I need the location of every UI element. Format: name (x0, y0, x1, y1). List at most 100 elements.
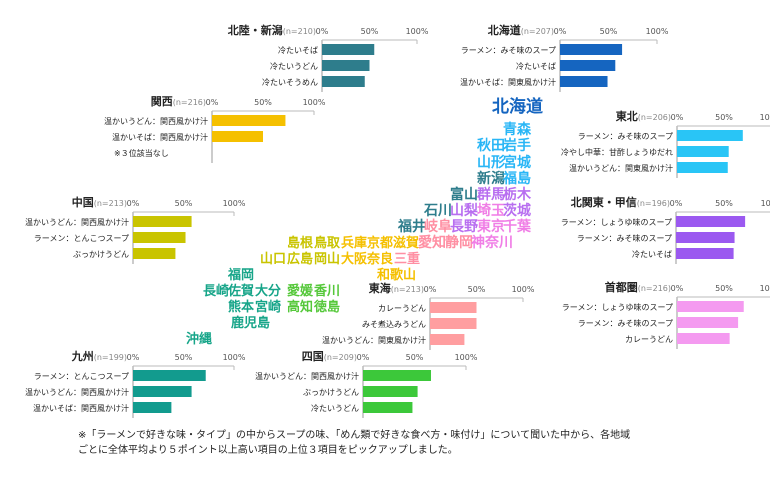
bar (677, 317, 739, 328)
category-label: ラーメン：みそ味のスープ (577, 233, 672, 243)
prefecture-label: 島根 (287, 235, 314, 251)
tick-label: 0% (316, 27, 329, 36)
prefecture-label: 兵庫 (341, 235, 367, 251)
tick-label: 100% (303, 98, 326, 107)
bar (133, 370, 206, 381)
prefecture-label: 佐賀 (227, 283, 254, 299)
bar (677, 146, 729, 157)
category-label: 温かいうどん：関西風かけ汁 (255, 371, 359, 381)
category-label: 冷たいうどん (311, 403, 359, 413)
footnote-line-2: ごとに全体平均より５ポイント以上高い項目の上位３項目をピックアップしました。 (78, 445, 458, 456)
prefecture-label: 山梨 (450, 202, 479, 219)
prefecture-label: 岡山 (314, 251, 340, 267)
bar (677, 130, 743, 141)
bar (560, 44, 623, 55)
prefecture-label: 三重 (394, 251, 420, 267)
tick-label: 50% (600, 27, 618, 36)
tick-label: 0% (357, 353, 370, 362)
prefecture-label: 愛知 (418, 234, 446, 251)
prefecture-label: 愛媛 (287, 283, 314, 299)
prefecture-label: 山口 (260, 251, 286, 267)
bar (363, 370, 431, 381)
tick-label: 0% (127, 199, 140, 208)
bar (322, 44, 375, 55)
chart-title-4: 中国(n=213) (72, 195, 127, 209)
bar (430, 302, 477, 313)
prefecture-label: 栃木 (503, 186, 532, 203)
chart-title-8: 九州(n=199) (71, 349, 127, 363)
chart-title-7: 東海(n=213) (369, 281, 424, 295)
prefecture-label: 福岡 (227, 267, 254, 283)
prefecture-label: 鹿児島 (231, 315, 270, 331)
category-label: ラーメン：みそ味のスープ (461, 45, 556, 55)
prefecture-label: 香川 (313, 283, 340, 299)
prefecture-label: 長崎 (203, 283, 229, 299)
category-label: 温かいうどん：関西風かけ汁 (104, 116, 208, 126)
prefecture-label: 茨城 (503, 202, 531, 219)
prefecture-label: 神奈川 (471, 234, 513, 251)
prefecture-label: 大分 (255, 283, 281, 299)
tick-label: 100% (646, 27, 669, 36)
tick-label: 0% (554, 27, 567, 36)
category-label: 冷たいそば (278, 45, 318, 55)
footnote-line-1: ※「ラーメンで好きな味・タイプ」の中からスープの味、「めん類で好きな食べ方・味付… (78, 430, 631, 441)
prefecture-label: 福井 (397, 218, 426, 235)
category-label: 冷たいうどん (270, 61, 318, 71)
bar (676, 232, 735, 243)
bar (677, 162, 728, 173)
tick-label: 100% (760, 113, 770, 122)
bar (363, 402, 413, 413)
category-label: 冷たいそば (632, 249, 672, 259)
bar (322, 76, 365, 87)
tick-label: 100% (761, 199, 770, 208)
prefecture-label: 静岡 (445, 234, 473, 251)
tick-label: 0% (671, 113, 684, 122)
tick-label: 0% (671, 284, 684, 293)
category-label: 温かいうどん：関東風かけ汁 (569, 163, 673, 173)
category-label: カレーうどん (625, 335, 673, 344)
category-label: ラーメン：しょうゆ味のスープ (561, 217, 672, 227)
tick-label: 50% (715, 113, 733, 122)
tick-label: 100% (223, 199, 246, 208)
prefecture-label: 奈良 (366, 251, 393, 267)
category-label: 温かいうどん：関西風かけ汁 (25, 217, 129, 227)
category-label: 温かいうどん：関西風かけ汁 (25, 387, 129, 397)
bar (322, 60, 370, 71)
bar (677, 333, 730, 344)
bar (212, 131, 263, 142)
prefecture-label: 広島 (287, 251, 313, 267)
chart-title-6: 首都圏(n=216) (605, 280, 671, 294)
tick-label: 50% (361, 27, 379, 36)
chart-title-3: 東北(n=206) (616, 109, 671, 123)
bar (676, 216, 746, 227)
tick-label: 100% (406, 27, 429, 36)
prefecture-label: 北海道 (492, 96, 543, 117)
category-label: ラーメン：しょうゆ味のスープ (562, 302, 673, 312)
category-label: ラーメン：みそ味のスープ (578, 318, 673, 328)
prefecture-label: 青森 (503, 121, 532, 138)
prefecture-label: 徳島 (313, 299, 340, 315)
bar (133, 232, 186, 243)
tick-label: 50% (468, 285, 486, 294)
prefecture-label: 福島 (502, 170, 531, 187)
prefecture-label: 埼玉 (477, 202, 505, 219)
prefecture-label: 宮城 (503, 154, 531, 171)
bar (676, 248, 734, 259)
prefecture-label: 高知 (287, 299, 313, 315)
category-label: 温かいそば：関西風かけ汁 (112, 132, 208, 142)
bar (363, 386, 418, 397)
chart-note: ※３位該当なし (114, 148, 169, 158)
bar (133, 386, 192, 397)
category-label: ぶっかけうどん (303, 388, 359, 397)
bar (212, 115, 286, 126)
chart-title-0: 北陸・新潟(n=210) (228, 23, 316, 37)
prefecture-label: 滋賀 (393, 235, 419, 251)
category-label: ラーメン：とんこつスープ (34, 234, 129, 243)
tick-label: 100% (223, 353, 246, 362)
prefecture-label: 鳥取 (314, 235, 341, 251)
footnote: ※「ラーメンで好きな味・タイプ」の中からスープの味、「めん類で好きな食べ方・味付… (78, 428, 758, 458)
bar (677, 301, 744, 312)
category-label: カレーうどん (378, 304, 426, 313)
prefecture-label: 岐阜 (424, 218, 452, 235)
